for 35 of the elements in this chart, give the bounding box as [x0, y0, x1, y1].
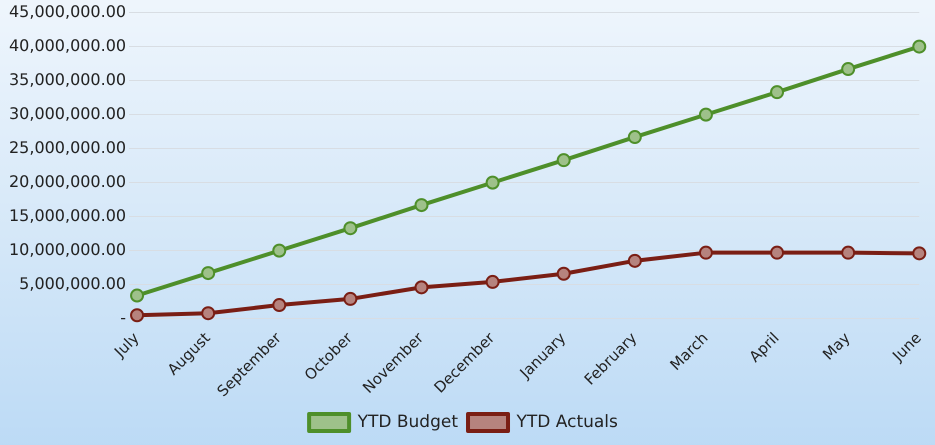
point: [414, 280, 428, 294]
point: [486, 274, 500, 289]
y-tick-label: 30,000,000.00: [8, 104, 126, 123]
legend-label: YTD Actuals: [516, 412, 618, 432]
y-tick-label: -: [120, 308, 126, 327]
point: [770, 246, 784, 260]
point: [343, 292, 358, 306]
point: [556, 153, 571, 168]
point: [698, 108, 713, 122]
y-tick-label: 25,000,000.00: [8, 138, 126, 157]
point: [343, 221, 358, 236]
y-tick-label: 5,000,000.00: [19, 274, 126, 293]
y-tick-label: 45,000,000.00: [8, 2, 126, 21]
legend-label: YTD Budget: [356, 412, 458, 432]
point: [201, 266, 216, 280]
point: [841, 246, 856, 260]
y-tick-label: 15,000,000.00: [8, 206, 126, 225]
y-tick-label: 20,000,000.00: [8, 172, 126, 191]
point: [556, 266, 571, 281]
y-tick-label: 40,000,000.00: [8, 36, 126, 55]
point: [272, 298, 286, 312]
point: [486, 176, 500, 190]
point: [912, 246, 926, 260]
point: [628, 130, 642, 144]
point: [130, 288, 144, 303]
point: [841, 62, 856, 76]
point: [414, 198, 428, 212]
point: [912, 40, 926, 54]
point: [628, 254, 642, 268]
point: [770, 85, 784, 100]
point: [201, 306, 216, 320]
point: [272, 244, 286, 258]
y-tick-label: 35,000,000.00: [8, 70, 126, 89]
y-tick-label: 10,000,000.00: [8, 240, 126, 259]
point: [698, 246, 713, 260]
